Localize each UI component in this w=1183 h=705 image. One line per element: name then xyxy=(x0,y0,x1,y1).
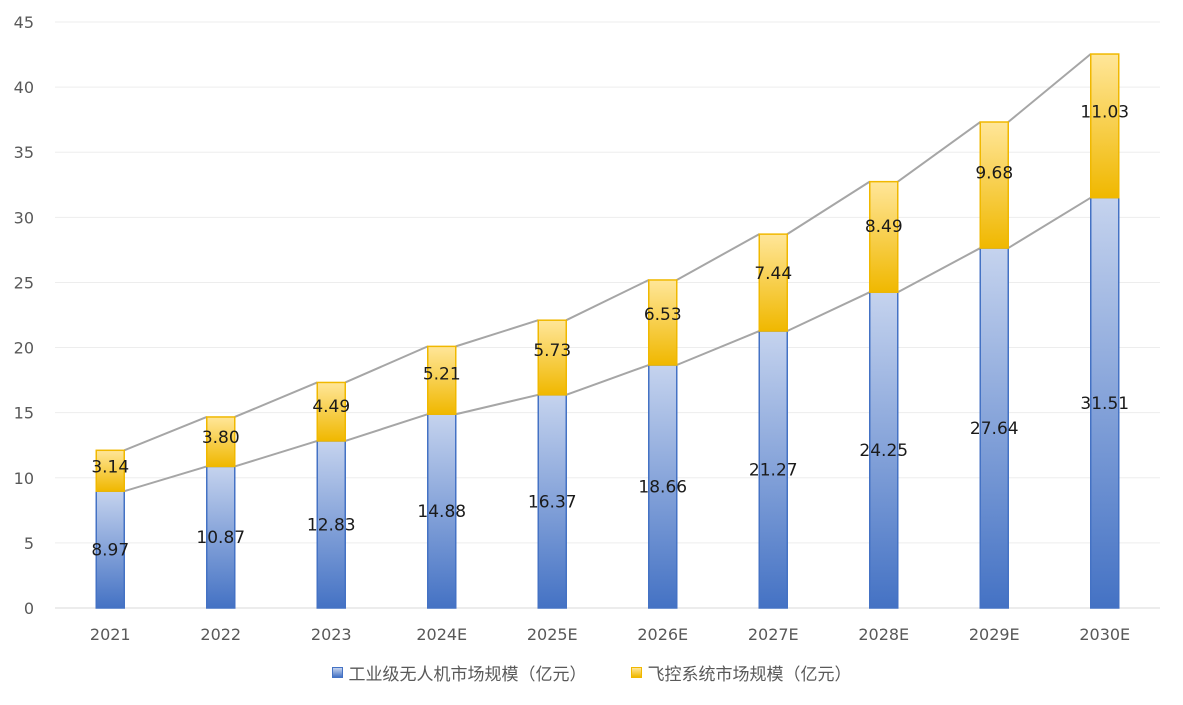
bar-flight-control xyxy=(1090,53,1120,199)
x-tick-label: 2025E xyxy=(527,625,578,644)
data-label: 6.53 xyxy=(644,305,682,325)
legend: 工业级无人机市场规模（亿元） 飞控系统市场规模（亿元） xyxy=(0,660,1183,685)
x-tick-label: 2022 xyxy=(200,625,241,644)
data-label: 31.51 xyxy=(1080,394,1129,414)
data-label: 5.73 xyxy=(533,341,571,361)
y-tick-label: 45 xyxy=(14,13,34,32)
data-label: 9.68 xyxy=(975,163,1013,183)
bar-industrial-drone xyxy=(316,440,346,609)
legend-swatch-industrial-drone xyxy=(331,667,343,678)
series-line-industrial-drone xyxy=(123,196,1092,493)
y-tick-label: 30 xyxy=(14,208,34,227)
x-tick-label: 2021 xyxy=(90,625,131,644)
data-label: 14.88 xyxy=(417,502,466,522)
bar-flight-control xyxy=(979,121,1009,249)
x-tick-label: 2030E xyxy=(1079,625,1130,644)
data-label: 10.87 xyxy=(196,528,245,548)
stacked-bar-chart: 0 5 10 15 20 25 30 35 40 45 8.97 10.87 12.83 14.88 16.… xyxy=(14,13,1160,644)
legend-label-industrial-drone: 工业级无人机市场规模（亿元） xyxy=(348,665,587,685)
data-label: 5.21 xyxy=(423,365,461,385)
y-tick-label: 15 xyxy=(14,404,34,423)
data-label: 3.14 xyxy=(91,458,129,478)
y-tick-label: 40 xyxy=(14,78,34,97)
bar-flight-control xyxy=(427,345,457,415)
y-tick-label: 10 xyxy=(14,469,34,488)
series-line-flight-control xyxy=(123,53,1092,452)
data-label: 11.03 xyxy=(1080,102,1129,122)
legend-item-flight-control: 飞控系统市场规模（亿元） xyxy=(630,660,852,685)
x-tick-label: 2027E xyxy=(748,625,799,644)
bar-flight-control xyxy=(869,180,899,293)
bar-industrial-drone xyxy=(427,413,457,609)
x-tick-label: 2026E xyxy=(637,625,688,644)
data-label: 21.27 xyxy=(749,461,798,481)
y-tick-label: 5 xyxy=(24,534,34,553)
bar-flight-control xyxy=(758,233,788,332)
bar-industrial-drone xyxy=(648,364,678,609)
data-label: 18.66 xyxy=(638,478,687,498)
bar-industrial-drone xyxy=(869,291,899,609)
data-label: 4.49 xyxy=(312,397,350,417)
data-label: 12.83 xyxy=(307,515,356,535)
bar-industrial-drone xyxy=(1090,196,1120,609)
legend-swatch-flight-control xyxy=(630,667,642,678)
y-tick-label: 25 xyxy=(14,273,34,292)
data-label: 7.44 xyxy=(754,264,792,284)
data-label: 24.25 xyxy=(859,441,908,461)
data-label: 8.49 xyxy=(865,217,903,237)
legend-item-industrial-drone: 工业级无人机市场规模（亿元） xyxy=(331,660,587,685)
x-tick-label: 2029E xyxy=(969,625,1020,644)
bar-flight-control xyxy=(648,279,678,366)
data-label: 8.97 xyxy=(91,541,129,561)
y-tick-label: 20 xyxy=(14,339,34,358)
data-label: 27.64 xyxy=(970,419,1019,439)
data-label: 3.80 xyxy=(202,428,240,448)
bar-flight-control xyxy=(206,416,236,468)
x-tick-label: 2023 xyxy=(311,625,352,644)
bar-industrial-drone xyxy=(758,330,788,609)
bar-industrial-drone xyxy=(537,394,567,609)
x-tick-label: 2024E xyxy=(416,625,467,644)
data-label: 16.37 xyxy=(528,492,577,512)
bar-industrial-drone xyxy=(979,247,1009,609)
bar-flight-control xyxy=(537,319,567,396)
bar-flight-control xyxy=(316,381,346,442)
legend-label-flight-control: 飞控系统市场规模（亿元） xyxy=(647,665,852,685)
bar-flight-control xyxy=(95,449,125,492)
y-tick-label: 35 xyxy=(14,143,34,162)
y-tick-label: 0 xyxy=(24,599,34,618)
x-tick-label: 2028E xyxy=(858,625,909,644)
